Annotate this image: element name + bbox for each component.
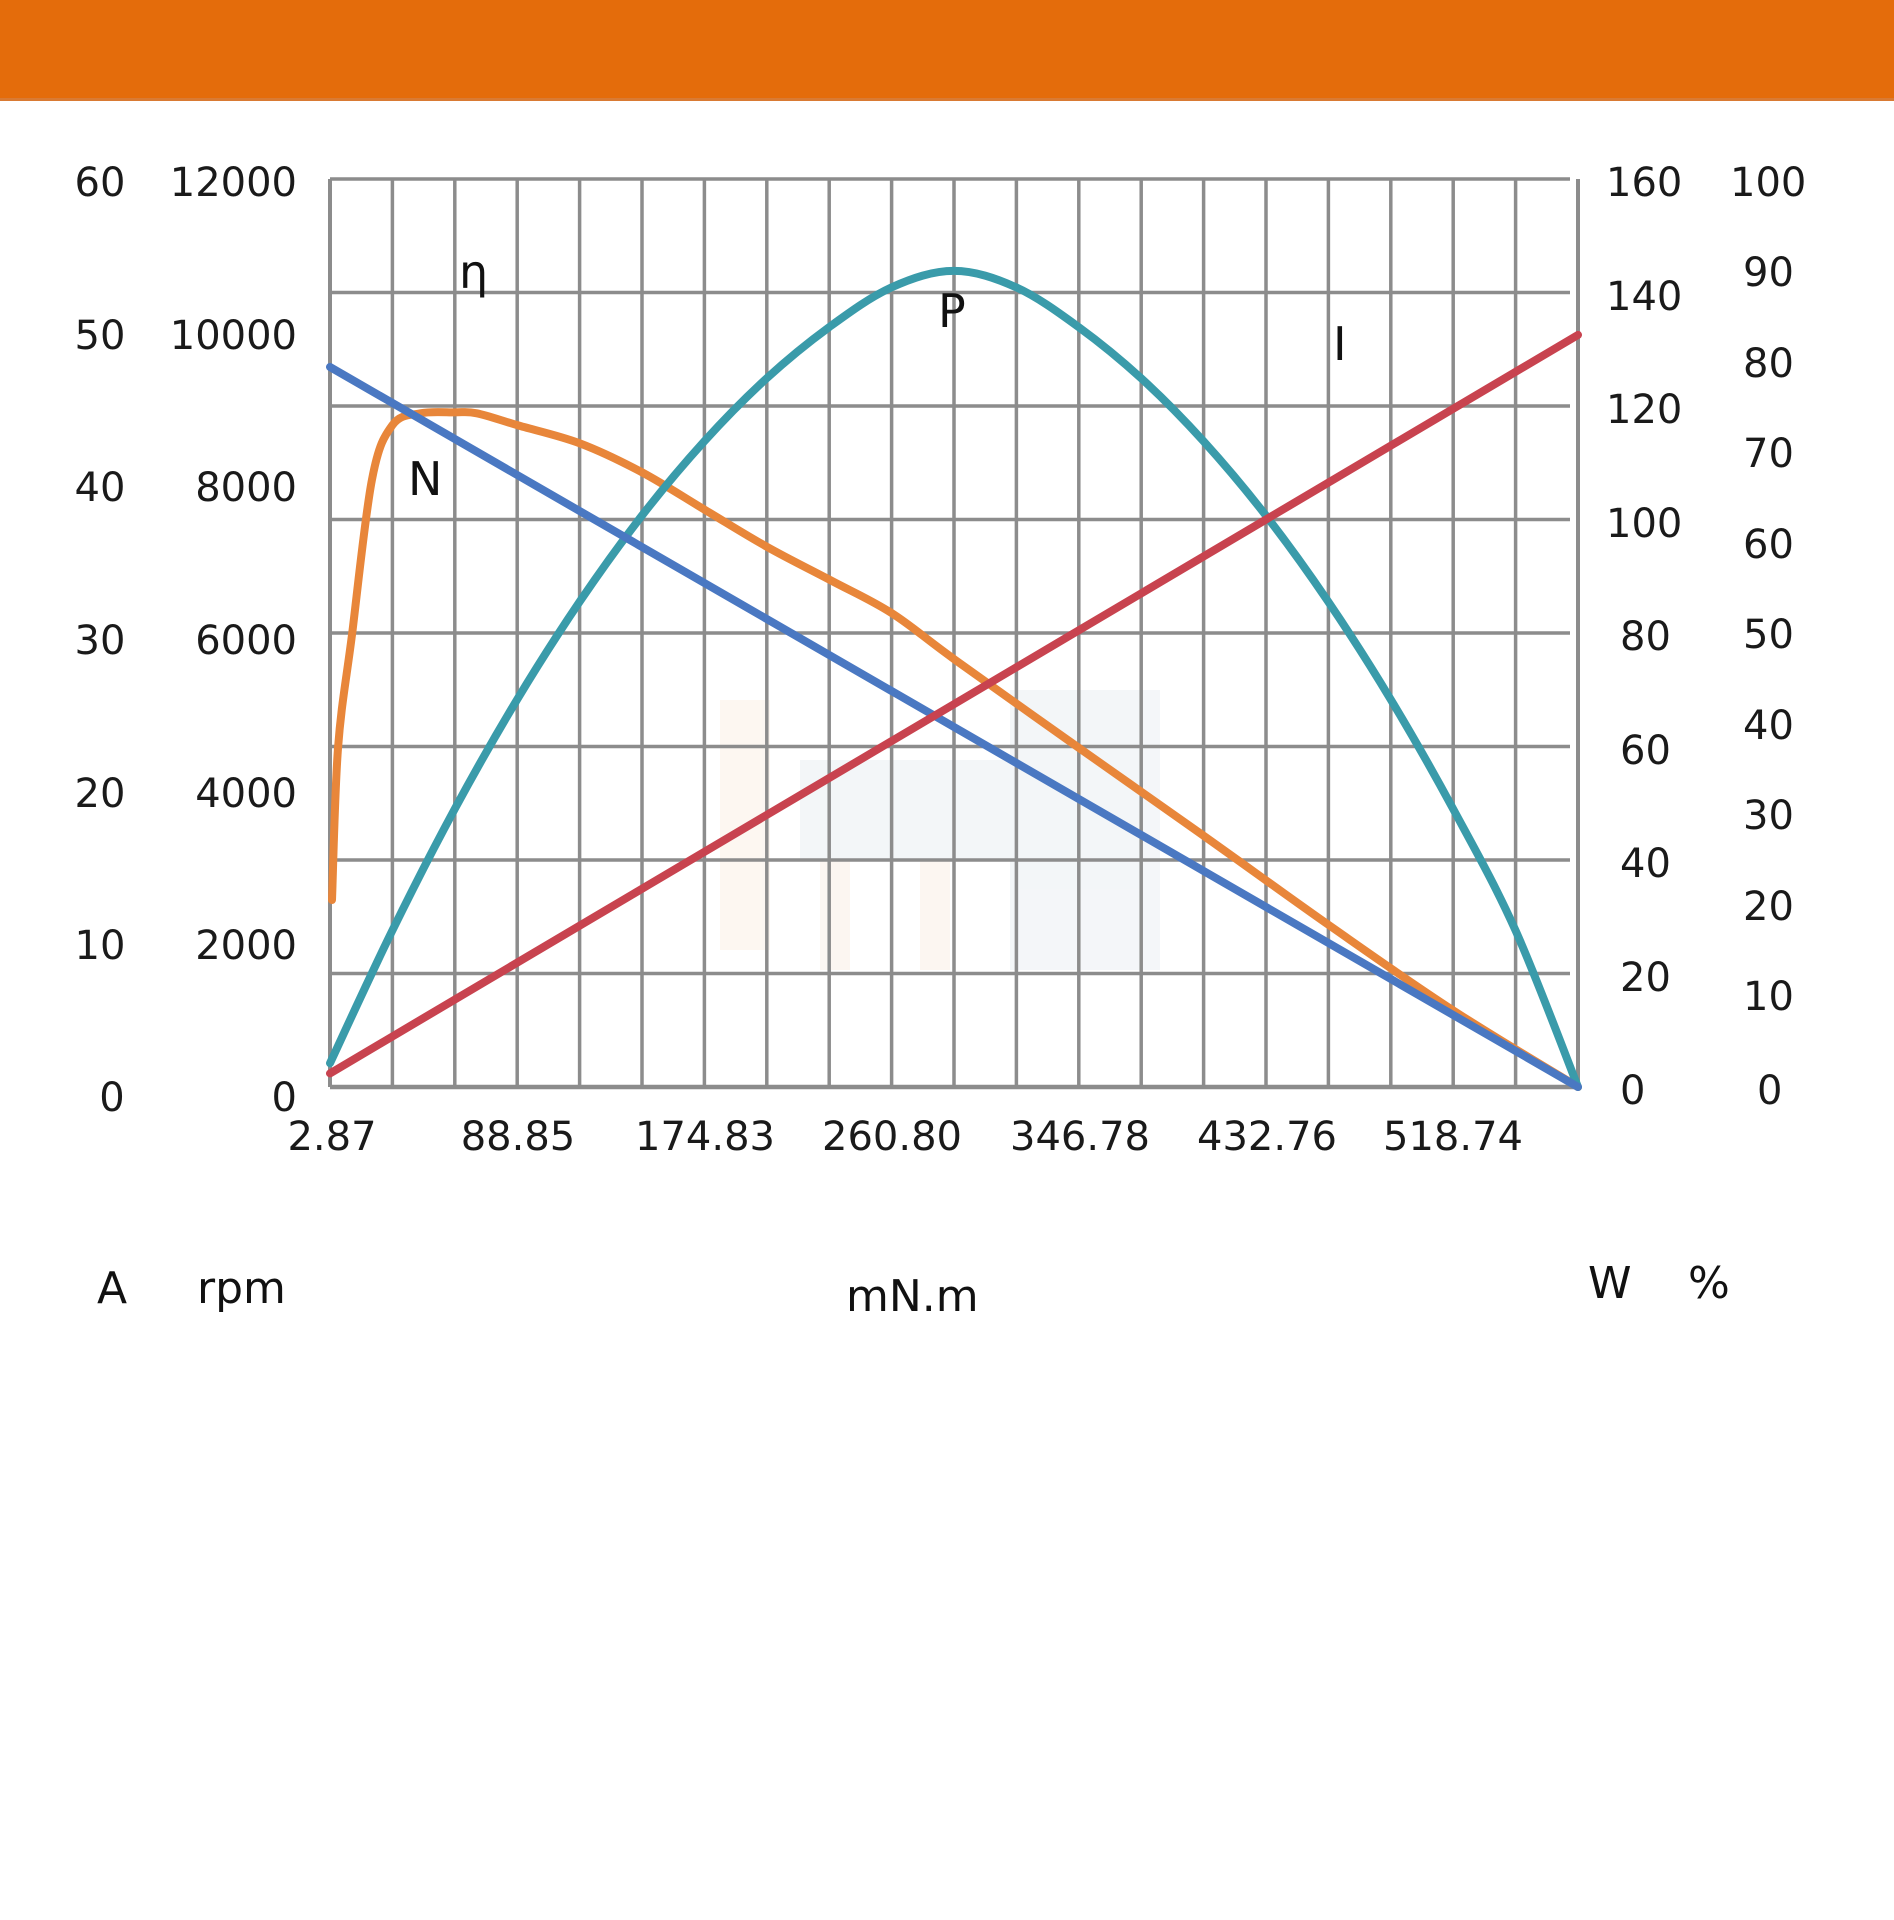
tick-label: 174.83 (635, 1114, 775, 1160)
tick-label: 10000 (170, 313, 297, 359)
tick-label: 40 (1743, 703, 1794, 749)
tick-label: 0 (1757, 1068, 1782, 1114)
left-axis-current: 60 50 40 30 20 10 0 (75, 160, 126, 1121)
tick-label: 160 (1606, 160, 1682, 206)
tick-label: 432.76 (1197, 1114, 1337, 1160)
tick-label: 70 (1743, 431, 1794, 477)
tick-label: 4000 (195, 771, 297, 817)
tick-label: 100 (1606, 501, 1682, 547)
tick-label: 2.87 (287, 1114, 376, 1160)
tick-label: 80 (1620, 614, 1671, 660)
tick-label: 140 (1606, 274, 1682, 320)
tick-label: 50 (75, 313, 126, 359)
tick-label: 100 (1730, 160, 1806, 206)
left-axis-speed: 12000 10000 8000 6000 4000 2000 0 (170, 160, 297, 1121)
current-unit-label: A (97, 1263, 127, 1314)
tick-label: 80 (1743, 341, 1794, 387)
tick-label: 6000 (195, 618, 297, 664)
right-axis-efficiency: 100 90 80 70 60 50 40 30 20 10 0 (1730, 160, 1806, 1114)
header-bar (0, 0, 1894, 101)
tick-label: 90 (1743, 250, 1794, 296)
tick-label: 346.78 (1010, 1114, 1150, 1160)
tick-label: 50 (1743, 612, 1794, 658)
efficiency-curve (328, 408, 1582, 1091)
tick-label: 30 (75, 618, 126, 664)
current-curve-label: I (1333, 317, 1347, 371)
tick-label: 120 (1606, 387, 1682, 433)
speed-curve-label: N (408, 452, 442, 506)
tick-label: 20 (1743, 884, 1794, 930)
tick-label: 8000 (195, 465, 297, 511)
tick-label: 20 (1620, 955, 1671, 1001)
speed-curve (326, 363, 1582, 1091)
tick-label: 20 (75, 771, 126, 817)
tick-label: 30 (1743, 793, 1794, 839)
tick-label: 260.80 (822, 1114, 962, 1160)
current-curve (326, 330, 1582, 1078)
tick-label: 12000 (170, 160, 297, 206)
tick-label: 88.85 (461, 1114, 576, 1160)
efficiency-unit-label: % (1688, 1258, 1730, 1309)
tick-label: 10 (1743, 974, 1794, 1020)
power-curve (326, 266, 1582, 1091)
tick-label: 0 (1620, 1068, 1645, 1114)
curves (326, 266, 1582, 1091)
right-axis-power: 160 140 120 100 80 60 40 20 0 (1606, 160, 1682, 1114)
watermark (720, 690, 1160, 970)
tick-label: 40 (1620, 841, 1671, 887)
tick-label: 2000 (195, 923, 297, 969)
tick-label: 10 (75, 923, 126, 969)
tick-label: 518.74 (1383, 1114, 1523, 1160)
tick-label: 60 (1620, 728, 1671, 774)
power-curve-label: P (938, 284, 966, 338)
speed-unit-label: rpm (197, 1263, 286, 1314)
tick-label: 0 (99, 1075, 124, 1121)
x-axis: 2.87 88.85 174.83 260.80 346.78 432.76 5… (287, 1114, 1523, 1160)
tick-label: 40 (75, 465, 126, 511)
tick-label: 60 (1743, 522, 1794, 568)
torque-unit-label: mN.m (846, 1271, 979, 1322)
tick-label: 60 (75, 160, 126, 206)
tick-label: 0 (272, 1075, 297, 1121)
efficiency-curve-label: η (459, 245, 488, 299)
power-unit-label: W (1588, 1258, 1632, 1309)
